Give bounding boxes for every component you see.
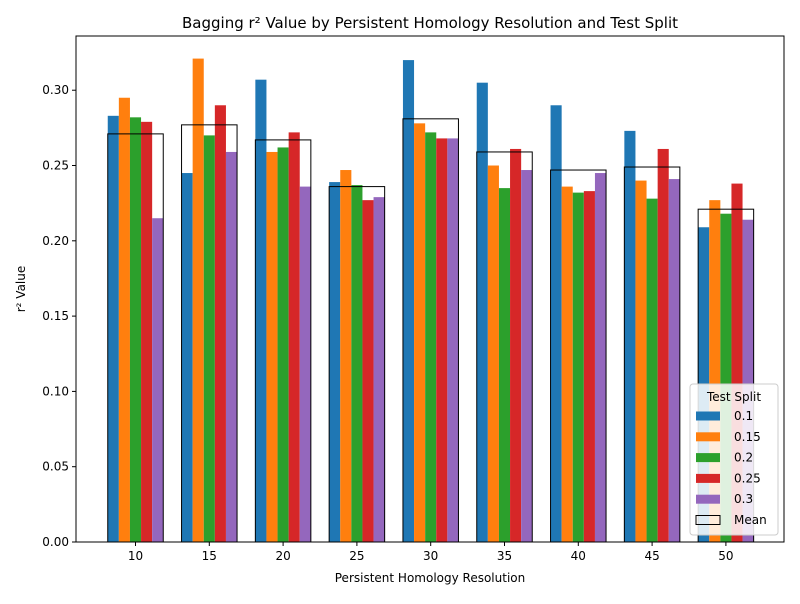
x-tick-label: 30 — [423, 549, 438, 563]
legend-label: Mean — [734, 513, 767, 527]
legend-label: 0.3 — [734, 492, 753, 506]
x-tick-label: 10 — [128, 549, 143, 563]
legend: Test Split 0.1 0.15 0.2 0.25 0.3 Mean — [689, 383, 779, 536]
bar-40-0.15 — [561, 186, 573, 542]
bar-20-0.1 — [255, 79, 267, 543]
bar-50-0.25 — [731, 183, 743, 543]
bar-25-0.2 — [351, 185, 363, 542]
bar-10-0.3 — [152, 218, 164, 542]
x-tick-label: 40 — [571, 549, 586, 563]
bar-30-0.1 — [402, 60, 415, 542]
y-axis-label: r² Value — [14, 266, 28, 313]
y-tick-label: 0.15 — [42, 309, 69, 323]
bar-30-0.25 — [436, 138, 448, 542]
bar-10-0.2 — [129, 117, 142, 543]
x-axis: 10 15 20 25 30 35 40 45 50 — [128, 542, 734, 563]
y-tick-label: 0.00 — [42, 535, 69, 549]
bar-30-0.3 — [447, 138, 459, 542]
bar-25-0.1 — [329, 182, 341, 542]
legend-label: 0.15 — [734, 430, 761, 444]
bar-40-0.1 — [550, 105, 562, 543]
plot-frame — [75, 35, 785, 543]
legend-title: Test Split — [706, 390, 761, 404]
bar-50-0.2 — [720, 213, 732, 542]
bar-20-0.25 — [288, 132, 300, 542]
x-tick-label: 15 — [202, 549, 217, 563]
x-tick-label: 45 — [644, 549, 659, 563]
legend-swatch-0.15 — [696, 432, 720, 442]
legend-swatch-mean — [695, 515, 721, 525]
bar-45-0.2 — [646, 198, 658, 542]
legend-label: 0.1 — [734, 409, 753, 423]
legend-swatch-0.2 — [696, 453, 720, 463]
bar-35-0.15 — [487, 165, 499, 542]
bar-15-0.3 — [225, 151, 238, 543]
bar-35-0.2 — [498, 188, 511, 542]
bar-25-0.25 — [362, 200, 374, 542]
bar-50-0.15 — [709, 200, 721, 542]
x-tick-label: 50 — [718, 549, 733, 563]
bar-20-0.2 — [277, 147, 289, 542]
bar-15-0.2 — [203, 135, 215, 542]
bar-20-0.3 — [299, 186, 311, 542]
bar-35-0.3 — [521, 170, 533, 542]
y-tick-label: 0.25 — [42, 159, 69, 173]
y-tick-label: 0.20 — [42, 234, 69, 248]
chart-title: Bagging r² Value by Persistent Homology … — [182, 14, 678, 32]
legend-label: 0.2 — [734, 451, 753, 465]
bar-15-0.15 — [192, 58, 204, 542]
x-tick-label: 35 — [497, 549, 512, 563]
x-tick-label: 20 — [275, 549, 290, 563]
bar-30-0.2 — [425, 132, 437, 542]
bar-20-0.15 — [266, 151, 278, 543]
bar-45-0.3 — [668, 179, 680, 542]
y-axis: 0.00 0.05 0.10 0.15 0.20 0.25 0.30 — [42, 83, 76, 549]
bar-35-0.1 — [476, 82, 488, 543]
bar-40-0.25 — [583, 191, 595, 542]
bar-30-0.15 — [414, 123, 426, 542]
bar-15-0.25 — [214, 105, 226, 543]
y-tick-label: 0.10 — [42, 384, 69, 398]
bar-10-0.15 — [118, 97, 130, 542]
bars-layer — [107, 58, 754, 543]
legend-swatch-0.3 — [696, 494, 720, 504]
bar-35-0.25 — [510, 148, 522, 543]
x-tick-label: 25 — [349, 549, 364, 563]
bar-25-0.3 — [373, 197, 385, 542]
legend-label: 0.25 — [734, 471, 761, 485]
legend-swatch-0.1 — [696, 411, 720, 421]
bar-25-0.15 — [340, 170, 352, 542]
y-tick-label: 0.05 — [42, 460, 69, 474]
bar-40-0.2 — [572, 192, 584, 542]
legend-swatch-0.25 — [696, 473, 720, 483]
bar-10-0.25 — [141, 121, 153, 542]
y-tick-label: 0.30 — [42, 83, 69, 97]
bar-10-0.1 — [107, 115, 119, 542]
bar-50-0.3 — [742, 219, 754, 542]
bar-45-0.25 — [657, 148, 669, 543]
bar-45-0.1 — [624, 130, 636, 542]
bar-40-0.3 — [594, 173, 607, 542]
x-axis-label: Persistent Homology Resolution — [335, 571, 525, 585]
bar-45-0.15 — [635, 180, 647, 543]
bar-15-0.1 — [181, 173, 193, 542]
